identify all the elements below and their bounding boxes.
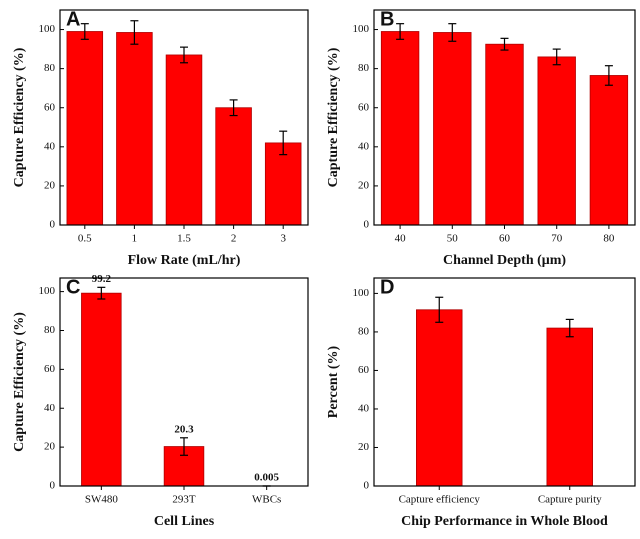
x-axis-label: Chip Performance in Whole Blood xyxy=(401,514,608,529)
y-tick-label: 40 xyxy=(44,140,56,152)
value-label: 20.3 xyxy=(174,423,194,435)
y-tick-label: 100 xyxy=(39,285,56,297)
bar xyxy=(81,292,122,487)
bar xyxy=(433,32,472,226)
x-axis-label: Cell Lines xyxy=(154,514,215,529)
x-tick-label: 50 xyxy=(447,233,459,245)
y-tick-label: 80 xyxy=(44,62,56,74)
x-tick-label: 293T xyxy=(172,494,196,506)
y-tick-label: 80 xyxy=(358,62,370,74)
bar xyxy=(546,327,593,487)
value-label: 99.2 xyxy=(92,273,112,285)
x-tick-label: 2 xyxy=(231,233,237,245)
error-bar xyxy=(500,37,509,51)
x-tick-label: 40 xyxy=(395,233,407,245)
panel-label: A xyxy=(66,8,80,30)
bar xyxy=(485,43,524,226)
y-tick-label: 40 xyxy=(44,402,56,414)
error-bar xyxy=(229,99,238,117)
y-tick-label: 60 xyxy=(358,101,370,113)
y-tick-label: 100 xyxy=(353,23,370,35)
plot-frame xyxy=(373,9,636,226)
plot-frame xyxy=(373,277,636,487)
y-tick-label: 100 xyxy=(39,23,56,35)
y-tick-label: 80 xyxy=(44,324,56,336)
y-tick-label: 20 xyxy=(358,179,370,191)
y-tick-label: 60 xyxy=(44,101,56,113)
error-bar xyxy=(180,46,188,64)
panel-label: B xyxy=(380,8,394,30)
x-tick-label: WBCs xyxy=(252,494,281,506)
x-tick-label: 1.5 xyxy=(177,233,191,245)
plot-frame xyxy=(59,9,309,226)
panel-label: D xyxy=(380,276,394,298)
error-bar xyxy=(130,20,139,45)
x-tick-label: Capture purity xyxy=(538,494,602,506)
bar xyxy=(380,31,420,226)
x-tick-label: 1 xyxy=(132,233,138,245)
error-bar xyxy=(180,437,188,456)
error-bar xyxy=(604,65,613,86)
y-tick-label: 0 xyxy=(364,219,370,231)
value-label: 0.005 xyxy=(254,472,279,484)
x-tick-label: 60 xyxy=(499,233,511,245)
x-tick-label: 3 xyxy=(280,233,286,245)
y-axis-label: Capture Efficiency (%) xyxy=(12,47,27,187)
y-tick-label: 20 xyxy=(44,441,56,453)
bar xyxy=(537,56,576,226)
x-tick-label: 80 xyxy=(603,233,615,245)
y-tick-label: 60 xyxy=(358,364,370,376)
y-tick-label: 40 xyxy=(358,140,370,152)
y-tick-label: 60 xyxy=(44,363,56,375)
error-bar xyxy=(396,23,405,40)
x-tick-label: 70 xyxy=(551,233,563,245)
bar xyxy=(66,31,104,226)
bar xyxy=(416,309,463,487)
y-tick-label: 0 xyxy=(50,219,56,231)
y-tick-label: 100 xyxy=(353,287,370,299)
bar xyxy=(589,75,629,226)
error-bar xyxy=(552,48,561,66)
panel-label: C xyxy=(66,276,80,298)
y-axis-label: Percent (%) xyxy=(326,345,341,418)
y-tick-label: 20 xyxy=(358,441,370,453)
x-tick-label: Capture efficiency xyxy=(399,494,481,506)
bar xyxy=(116,32,153,226)
bar xyxy=(215,107,252,226)
y-tick-label: 40 xyxy=(358,402,370,414)
y-tick-label: 0 xyxy=(50,480,56,492)
x-axis-label: Channel Depth (μm) xyxy=(443,253,566,268)
x-axis-label: Flow Rate (mL/hr) xyxy=(128,253,241,268)
bar xyxy=(165,54,203,226)
error-bar xyxy=(448,23,457,42)
x-tick-label: 0.5 xyxy=(78,233,92,245)
y-tick-label: 0 xyxy=(364,480,370,492)
error-bar xyxy=(80,23,89,40)
y-tick-label: 20 xyxy=(44,179,56,191)
plot-frame xyxy=(59,277,309,487)
error-bar xyxy=(97,286,106,300)
error-bar xyxy=(435,296,444,323)
y-axis-label: Capture Efficiency (%) xyxy=(326,47,341,187)
x-tick-label: SW480 xyxy=(85,494,119,506)
error-bar xyxy=(279,130,288,156)
error-bar xyxy=(565,318,574,338)
y-axis-label: Capture Efficiency (%) xyxy=(12,312,27,452)
y-tick-label: 80 xyxy=(358,325,370,337)
